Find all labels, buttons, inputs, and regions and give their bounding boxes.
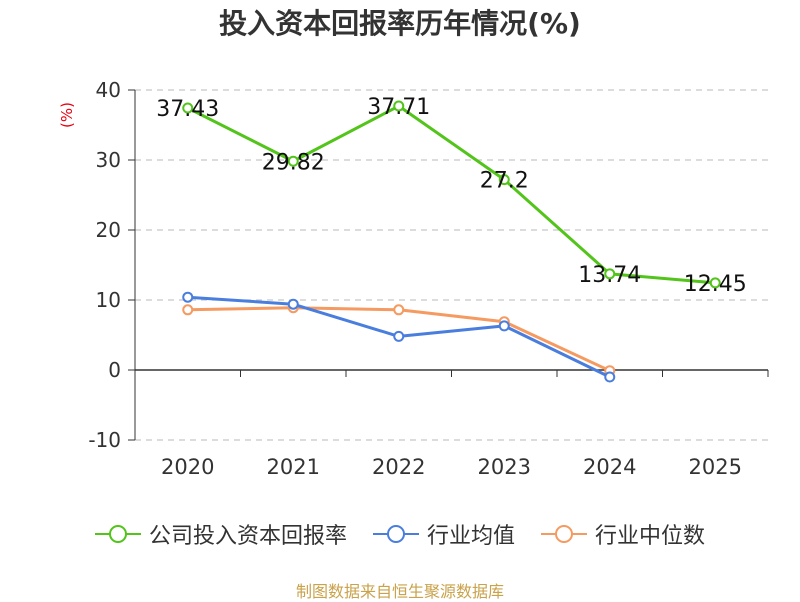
y-tick-label: 0 (108, 358, 121, 382)
data-point[interactable] (393, 100, 405, 112)
y-tick-label: -10 (88, 428, 121, 452)
data-label: 27.2 (480, 169, 529, 194)
data-point[interactable] (393, 304, 405, 316)
y-tick-label: 30 (96, 148, 121, 172)
data-point[interactable] (604, 371, 616, 383)
data-label: 29.82 (262, 150, 325, 175)
data-point[interactable] (287, 298, 299, 310)
data-point[interactable] (604, 268, 616, 280)
data-point[interactable] (182, 291, 194, 303)
axes: 40 30 20 10 0 -10 2020 2021 2022 2023 2024 2025 (88, 78, 769, 479)
data-point[interactable] (182, 304, 194, 316)
data-point[interactable] (709, 277, 721, 289)
legend-marker-industry-median (541, 525, 587, 543)
legend-item-industry-median[interactable]: 行业中位数 (541, 518, 705, 550)
chart-title: 投入资本回报率历年情况(%) (219, 7, 581, 40)
y-tick-label: 10 (96, 288, 121, 312)
legend-label-company-roic: 公司投入资本回报率 (148, 524, 347, 549)
x-tick-label: 2022 (372, 455, 425, 479)
legend-label-industry-median: 行业中位数 (595, 524, 706, 549)
x-tick-label: 2025 (689, 455, 742, 479)
data-point[interactable] (393, 330, 405, 342)
x-tick-label: 2020 (161, 455, 214, 479)
y-tick-label: 20 (96, 218, 121, 242)
series-lines (182, 100, 721, 383)
legend-label-industry-mean: 行业均值 (426, 524, 515, 549)
legend-item-company-roic[interactable]: 公司投入资本回报率 (94, 518, 347, 550)
data-source-note: 制图数据来自恒生聚源数据库 (295, 582, 504, 601)
data-labels: 37.43 29.82 37.71 27.2 13.74 12.45 (156, 95, 746, 297)
data-point[interactable] (182, 102, 194, 114)
y-tick-label: 40 (96, 78, 121, 102)
legend: 公司投入资本回报率 行业均值 行业中位数 (0, 518, 800, 550)
x-tick-label: 2024 (583, 455, 636, 479)
data-label: 37.43 (156, 97, 219, 122)
legend-item-industry-mean[interactable]: 行业均值 (372, 518, 515, 550)
x-tick-label: 2023 (478, 455, 531, 479)
legend-marker-industry-mean (372, 525, 419, 543)
data-label: 37.71 (367, 95, 430, 120)
data-point[interactable] (287, 155, 299, 167)
legend-marker-company-roic (94, 525, 141, 543)
data-label: 12.45 (684, 272, 747, 297)
series-line (187, 104, 716, 285)
x-tick-label: 2021 (267, 455, 320, 479)
data-label: 13.74 (578, 263, 641, 288)
data-point[interactable] (498, 174, 510, 186)
data-point[interactable] (498, 320, 510, 332)
